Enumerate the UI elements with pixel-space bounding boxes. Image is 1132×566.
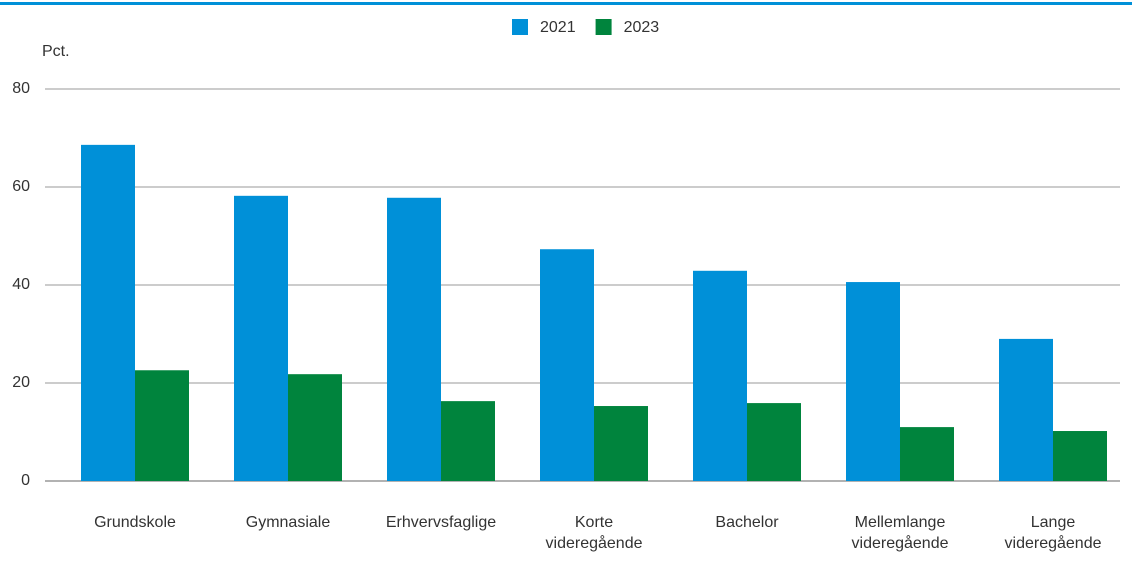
bar bbox=[846, 282, 900, 481]
bar bbox=[81, 144, 135, 482]
y-tick-label: 60 bbox=[12, 178, 30, 195]
bar bbox=[441, 401, 495, 481]
x-tick-label: Mellemlange videregående bbox=[852, 514, 949, 552]
legend-label: 2023 bbox=[624, 19, 660, 36]
bar bbox=[999, 338, 1053, 481]
bar bbox=[387, 197, 441, 481]
top-rule bbox=[0, 2, 1132, 5]
y-tick-label: 0 bbox=[21, 472, 30, 489]
bar bbox=[234, 195, 288, 481]
bar bbox=[288, 374, 342, 481]
y-tick-label: 80 bbox=[12, 80, 30, 97]
x-tick-label: Korte videregående bbox=[546, 514, 643, 552]
y-tick-label: 20 bbox=[12, 374, 30, 391]
legend-swatch bbox=[595, 19, 612, 35]
legend-label: 2021 bbox=[540, 19, 576, 36]
legend-swatch bbox=[512, 19, 528, 35]
bar bbox=[693, 270, 747, 481]
bar bbox=[747, 403, 801, 481]
bar bbox=[540, 249, 594, 481]
x-tick-label: Grundskole bbox=[94, 514, 176, 531]
bar bbox=[135, 370, 189, 481]
bar bbox=[900, 427, 954, 481]
x-tick-label: Bachelor bbox=[715, 514, 779, 531]
bar bbox=[594, 406, 648, 481]
bar bbox=[1053, 431, 1107, 481]
x-tick-label: Gymnasiale bbox=[246, 514, 331, 531]
y-axis-label: Pct. bbox=[42, 43, 70, 60]
x-tick-label: Lange videregående bbox=[1005, 514, 1102, 552]
x-tick-label: Erhvervsfaglige bbox=[386, 514, 496, 531]
y-tick-label: 40 bbox=[12, 276, 30, 293]
